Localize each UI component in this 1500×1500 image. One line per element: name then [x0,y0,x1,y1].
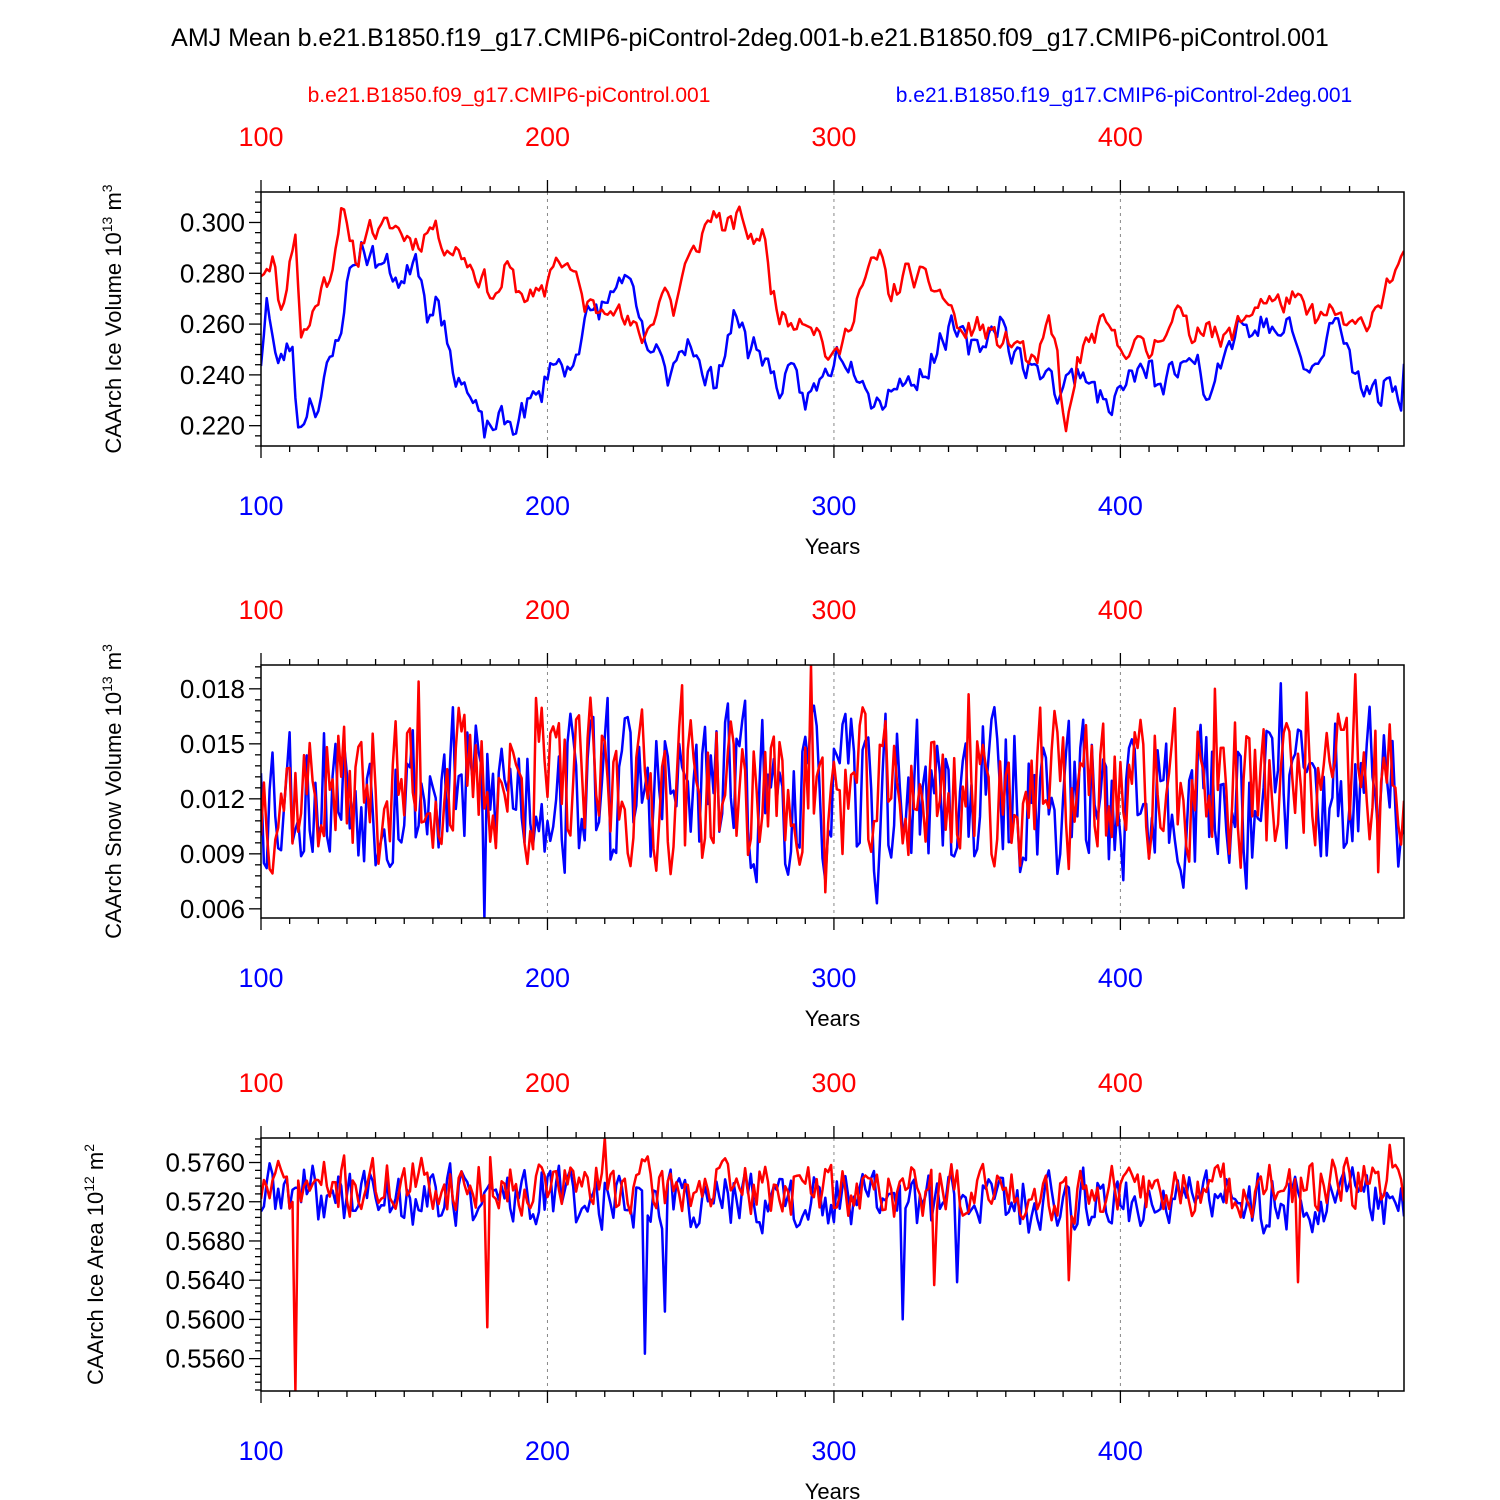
y-axis-unit-power: 3 [99,184,115,192]
y-axis-unit-meter: m [83,1152,108,1176]
series-line-red [261,665,1404,894]
plot-frame [260,664,1405,919]
top-x-tick-label: 300 [811,122,856,152]
series-line-red [261,205,1404,433]
legend-blue-label: b.e21.B1850.f19_g17.CMIP6-piControl-2deg… [896,84,1352,107]
bottom-x-tick-label: 200 [525,1436,570,1466]
y-tick-label: 0.015 [180,729,245,759]
bottom-x-tick-label: 400 [1098,1436,1143,1466]
series-line-blue [261,241,1404,439]
y-tick-label: 0.5720 [165,1187,245,1217]
top-x-tick-label: 400 [1098,1068,1143,1098]
y-axis-unit-meter: m [101,652,126,676]
top-x-tick-label: 100 [238,1068,283,1098]
bottom-x-tick-label: 400 [1098,491,1143,521]
y-tick-label: 0.280 [180,258,245,288]
y-tick-label: 0.240 [180,360,245,390]
y-tick-label: 0.220 [180,411,245,441]
y-axis-title: CAArch Snow Volume 1013 m3 [99,644,126,939]
y-tick-label: 0.300 [180,207,245,237]
panel-ice-area: 100 100 200 200 300 300 400 400 Years 0.5560 0.560… [81,1068,1405,1500]
bottom-x-tick-label: 200 [525,963,570,993]
y-tick-label: 0.5680 [165,1226,245,1256]
y-tick-label: 0.5640 [165,1265,245,1295]
top-x-tick-label: 400 [1098,595,1143,625]
plot-frame [260,191,1405,447]
top-x-tick-label: 400 [1098,122,1143,152]
top-x-tick-label: 100 [238,595,283,625]
y-tick-label: 0.5560 [165,1344,245,1374]
top-x-tick-label: 200 [525,122,570,152]
bottom-x-tick-label: 400 [1098,963,1143,993]
top-x-tick-label: 100 [238,122,283,152]
panel-ice-volume: 100 100 200 200 300 300 400 400 Years 0.220 0.240 0… [99,122,1405,559]
y-axis-unit-power: 3 [99,644,115,652]
y-axis-unit-exponent: 13 [99,676,115,692]
y-tick-label: 0.009 [180,839,245,869]
x-axis-title: Years [805,1479,860,1500]
y-tick-label: 0.5760 [165,1148,245,1178]
bottom-x-tick-label: 100 [238,963,283,993]
bottom-x-tick-label: 100 [238,1436,283,1466]
series-line-red [261,1138,1404,1391]
y-tick-label: 0.5600 [165,1304,245,1334]
y-tick-label: 0.006 [180,894,245,924]
y-axis-title-text: CAArch Ice Area [83,1216,108,1385]
top-x-tick-label: 300 [811,595,856,625]
top-x-tick-label: 200 [525,595,570,625]
y-axis-unit-exponent: 12 [81,1176,97,1192]
y-tick-label: 0.018 [180,674,245,704]
y-axis-title-text: CAArch Ice Volume [101,257,126,454]
bottom-x-tick-label: 100 [238,491,283,521]
bottom-x-tick-label: 300 [811,1436,856,1466]
y-axis-unit-exponent: 13 [99,216,115,232]
bottom-x-tick-label: 300 [811,491,856,521]
y-axis-title-text: CAArch Snow Volume [101,716,126,939]
y-axis-unit-base: 10 [101,692,126,716]
x-axis-title: Years [805,1006,860,1031]
panels: 100 100 200 200 300 300 400 400 Years 0.220 0.240 0… [81,122,1405,1500]
y-axis-unit-meter: m [101,192,126,216]
figure-title: AMJ Mean b.e21.B1850.f19_g17.CMIP6-piCon… [171,24,1329,52]
panel-snow-volume: 100 100 200 200 300 300 400 400 Years 0.006 0.009 0… [99,595,1405,1031]
y-tick-label: 0.012 [180,784,245,814]
y-axis-unit-power: 2 [81,1144,97,1152]
top-x-tick-label: 200 [525,1068,570,1098]
y-tick-label: 0.260 [180,309,245,339]
y-axis-unit-base: 10 [83,1192,108,1216]
y-axis-title: CAArch Ice Area 1012 m2 [81,1144,108,1385]
x-axis-title: Years [805,534,860,559]
bottom-x-tick-label: 200 [525,491,570,521]
y-axis-unit-base: 10 [101,232,126,256]
top-x-tick-label: 300 [811,1068,856,1098]
bottom-x-tick-label: 300 [811,963,856,993]
legend-red-label: b.e21.B1850.f09_g17.CMIP6-piControl.001 [308,84,711,107]
y-axis-title: CAArch Ice Volume 1013 m3 [99,184,126,453]
